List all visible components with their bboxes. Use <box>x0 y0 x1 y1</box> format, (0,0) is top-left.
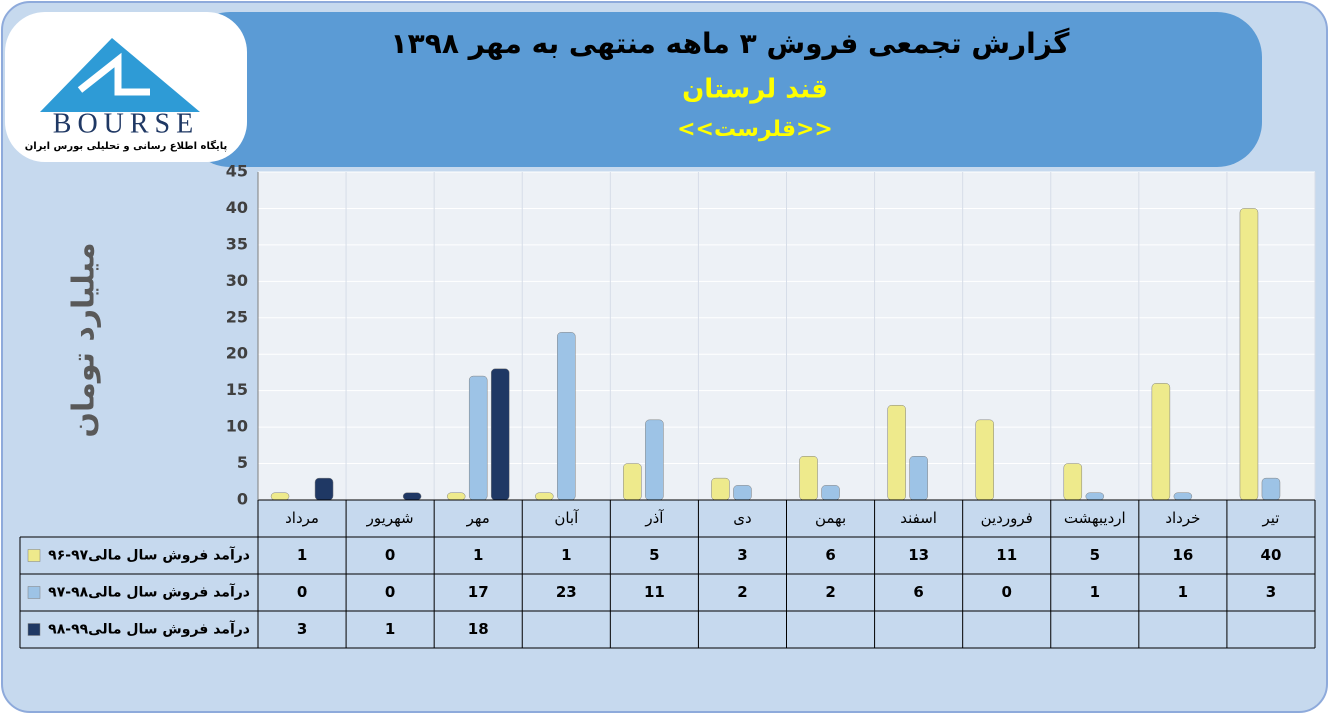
x-tick-label: آبان <box>554 509 579 527</box>
table-cell: 2 <box>737 583 747 601</box>
bar <box>1063 463 1083 501</box>
bar <box>711 477 730 501</box>
bar <box>1085 492 1105 501</box>
table-cell: 3 <box>737 546 747 564</box>
x-tick-label: مرداد <box>285 509 319 527</box>
x-tick-label: خرداد <box>1165 509 1200 527</box>
table-cell: 1 <box>473 546 483 564</box>
bar <box>1239 208 1259 501</box>
bar <box>1151 383 1171 501</box>
legend-label: درآمد فروش سال مالی۹۸-۹۷ <box>48 583 250 601</box>
table-cell: 1 <box>385 620 395 638</box>
y-tick-label: 35 <box>226 234 248 253</box>
table-cell: 6 <box>825 546 835 564</box>
bar <box>314 477 334 501</box>
legend-label: درآمد فروش سال مالی۹۷-۹۶ <box>48 546 250 564</box>
bar <box>909 456 928 501</box>
bar <box>535 492 554 501</box>
bar <box>887 404 906 501</box>
y-axis-label: میلیارد تومان <box>67 242 102 437</box>
logo-text: BOURSE <box>53 108 199 139</box>
header-banner <box>185 12 1262 167</box>
table-cell: 1 <box>1090 583 1100 601</box>
x-tick-label: تیر <box>1261 509 1279 527</box>
table-cell: 11 <box>996 546 1017 564</box>
bar <box>1173 492 1193 501</box>
bar <box>270 492 290 501</box>
bar <box>623 463 642 501</box>
y-tick-label: 10 <box>226 417 248 436</box>
table-cell: 23 <box>556 583 577 601</box>
x-tick-label: آذر <box>644 509 664 527</box>
table-cell: 0 <box>385 546 395 564</box>
legend-marker <box>27 549 41 562</box>
table-cell: 1 <box>1178 583 1188 601</box>
bar <box>468 375 488 501</box>
y-tick-label: 25 <box>226 307 248 326</box>
x-tick-label: اردیبهشت <box>1064 509 1126 527</box>
chart-subtitle: قند لرستان <box>682 75 828 105</box>
x-tick-label: دی <box>733 509 751 527</box>
chart-title: گزارش تجمعی فروش ۳ ماهه منتهی به مهر ۱۳۹… <box>391 27 1071 60</box>
legend-marker <box>27 586 41 599</box>
x-tick-label: فروردین <box>981 509 1033 527</box>
bar <box>557 332 576 501</box>
y-tick-label: 30 <box>226 271 248 290</box>
table-cell: 11 <box>644 583 665 601</box>
y-tick-label: 40 <box>226 198 248 217</box>
logo-mark <box>77 52 150 96</box>
table-cell: 40 <box>1261 546 1282 564</box>
bar <box>1261 477 1281 501</box>
y-tick-label: 5 <box>237 453 248 472</box>
bar <box>645 419 664 501</box>
table-cell: 5 <box>649 546 659 564</box>
legend-label: درآمد فروش سال مالی۹۹-۹۸ <box>48 620 250 638</box>
table-cell: 1 <box>561 546 571 564</box>
bar <box>402 492 422 501</box>
table-cell: 18 <box>468 620 489 638</box>
table-cell: 17 <box>468 583 489 601</box>
table-cell: 6 <box>913 583 923 601</box>
x-tick-label: بهمن <box>815 509 846 527</box>
y-tick-label: 45 <box>226 162 248 181</box>
y-tick-label: 20 <box>226 344 248 363</box>
table-cell: 2 <box>825 583 835 601</box>
x-tick-label: اسفند <box>900 509 937 527</box>
legend-marker <box>27 623 41 636</box>
table-cell: 0 <box>1001 583 1011 601</box>
y-tick-label: 15 <box>226 380 248 399</box>
bar <box>799 456 818 501</box>
x-tick-label: شهریور <box>366 509 414 527</box>
bar <box>490 368 510 501</box>
table-cell: 5 <box>1090 546 1100 564</box>
bar <box>446 492 466 501</box>
bar <box>733 485 752 501</box>
y-tick-label: 0 <box>237 490 248 509</box>
table-cell: 13 <box>908 546 929 564</box>
table-cell: 3 <box>297 620 307 638</box>
logo-caption: پایگاه اطلاع رسانی و تحلیلی بورس ایران <box>25 139 228 152</box>
annotation: <<قلرست>> <box>677 117 833 142</box>
table-cell: 16 <box>1172 546 1193 564</box>
bar <box>821 485 840 501</box>
x-tick-label: مهر <box>466 509 490 527</box>
table-cell: 3 <box>1266 583 1276 601</box>
table-cell: 0 <box>297 583 307 601</box>
table-cell: 0 <box>385 583 395 601</box>
bar <box>975 419 994 501</box>
table-cell: 1 <box>297 546 307 564</box>
